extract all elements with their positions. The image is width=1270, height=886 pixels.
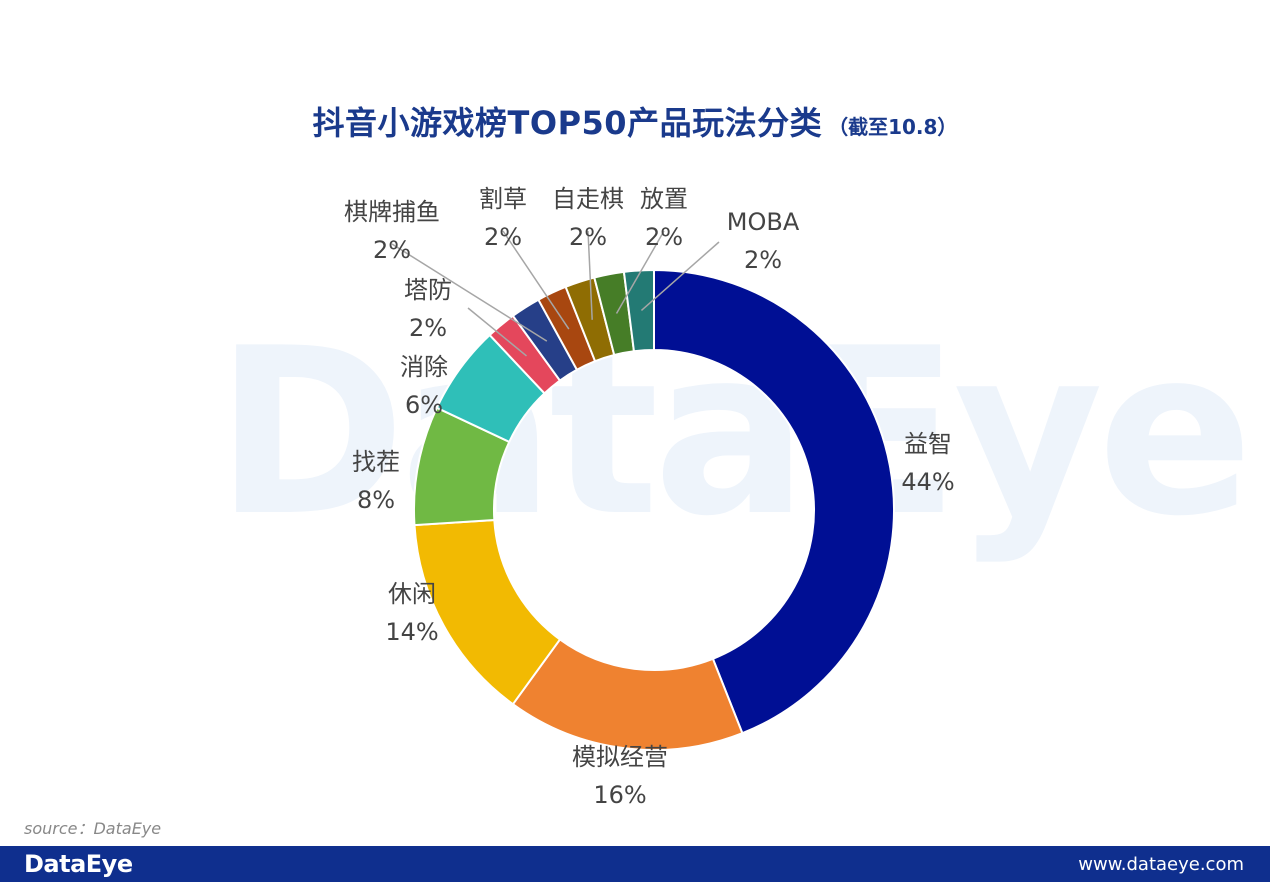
leader-line-8	[587, 230, 593, 320]
leader-line-6	[391, 243, 548, 342]
leader-line-7	[502, 230, 570, 330]
footer-logo: DataEye	[24, 850, 133, 878]
slice-label-name-7: 割草	[479, 185, 527, 213]
slice-label-value-2: 14%	[385, 618, 438, 646]
leader-line-10	[640, 241, 720, 311]
slice-label-name-8: 自走棋	[552, 185, 624, 213]
slice-label-value-5: 2%	[409, 314, 447, 342]
slice-label-value-10: 2%	[744, 246, 782, 274]
footer-url: www.dataeye.com	[1078, 854, 1244, 875]
leader-line-5	[467, 307, 527, 357]
slice-label-value-4: 6%	[405, 391, 443, 419]
slice-label-name-5: 塔防	[404, 276, 452, 304]
slice-label-value-3: 8%	[357, 486, 395, 514]
slice-label-value-1: 16%	[593, 781, 646, 809]
slice-label-name-3: 找茬	[352, 448, 400, 476]
donut-chart: 益智 44% 模拟经营 16% 休闲 14% 找茬 8% 消除 6% 塔防 2% 棋牌捕鱼 2% 割草 2% 自…	[344, 185, 955, 809]
chart-subtitle: （截至10.8）	[828, 115, 958, 139]
footer-bar: DataEye www.dataeye.com	[0, 846, 1270, 882]
slice-label-name-9: 放置	[640, 185, 688, 213]
donut-slice-10	[622, 268, 655, 353]
donut-slices	[413, 268, 895, 751]
chart-title-block: 抖音小游戏榜TOP50产品玩法分类 （截至10.8）	[0, 98, 1270, 144]
slice-label-name-6: 棋牌捕鱼	[344, 198, 440, 226]
source-note: source：DataEye	[24, 819, 162, 838]
slice-label-value-6: 2%	[373, 236, 411, 264]
slice-label-value-9: 2%	[645, 223, 683, 251]
slice-label-value-0: 44%	[901, 468, 954, 496]
slice-label-name-2: 休闲	[388, 580, 436, 608]
slice-label-name-10: MOBA	[727, 208, 800, 236]
slice-label-name-0: 益智	[904, 430, 952, 458]
leader-lines	[391, 230, 720, 357]
slice-label-value-8: 2%	[569, 223, 607, 251]
slice-labels: 益智 44% 模拟经营 16% 休闲 14% 找茬 8% 消除 6% 塔防 2% 棋牌捕鱼 2% 割草 2% 自…	[344, 185, 955, 809]
leader-line-9	[615, 230, 665, 314]
chart-title: 抖音小游戏榜TOP50产品玩法分类	[312, 104, 823, 142]
slice-label-name-1: 模拟经营	[572, 743, 668, 771]
slice-label-name-4: 消除	[400, 353, 448, 381]
donut-slice-0	[653, 268, 895, 735]
slice-label-value-7: 2%	[484, 223, 522, 251]
